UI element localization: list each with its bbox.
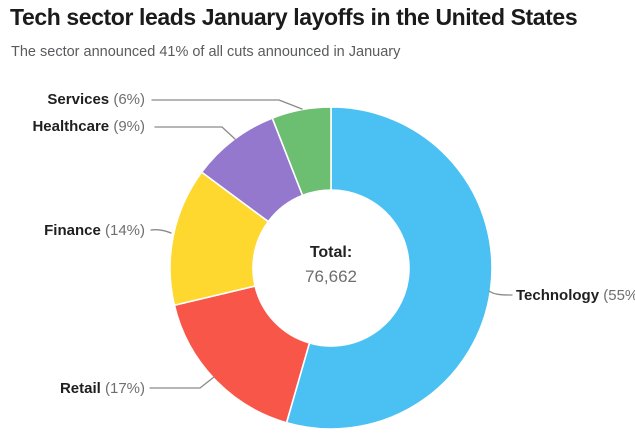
total-label: Total:	[309, 244, 353, 261]
label-healthcare-pct: (9%)	[113, 118, 145, 135]
label-services-pct: (6%)	[113, 91, 145, 108]
leader-line-healthcare	[154, 126, 236, 140]
label-healthcare-name: Healthcare	[32, 118, 110, 135]
label-technology-name: Technology	[516, 287, 600, 304]
label-finance-name: Finance	[44, 222, 101, 239]
donut-segment-technology	[285, 106, 493, 430]
leader-line-finance	[150, 228, 172, 234]
label-finance-pct: (14%)	[104, 222, 145, 239]
label-healthcare: Healthcare (9%)	[0, 118, 145, 136]
chart-title: Tech sector leads January layoffs in the…	[10, 4, 578, 30]
donut-segment-services	[271, 106, 332, 197]
label-technology-pct: (55%)	[603, 287, 635, 304]
donut-segment-retail	[173, 285, 311, 424]
label-technology: Technology (55%)	[516, 287, 635, 305]
donut-center-total: Total: 76,662	[251, 244, 411, 287]
label-retail: Retail (17%)	[0, 380, 145, 398]
label-services-name: Services	[47, 91, 110, 108]
label-services: Services (6%)	[0, 91, 145, 109]
label-retail-name: Retail	[59, 380, 101, 397]
donut-segments	[169, 106, 493, 430]
label-retail-pct: (17%)	[104, 380, 145, 397]
total-value: 76,662	[305, 267, 357, 286]
label-finance: Finance (14%)	[0, 222, 145, 240]
leader-lines	[149, 99, 513, 389]
leader-line-technology	[488, 290, 513, 296]
chart-subtitle: The sector announced 41% of all cuts ann…	[11, 44, 401, 60]
leader-line-retail	[149, 376, 215, 389]
leader-line-services	[151, 99, 303, 110]
